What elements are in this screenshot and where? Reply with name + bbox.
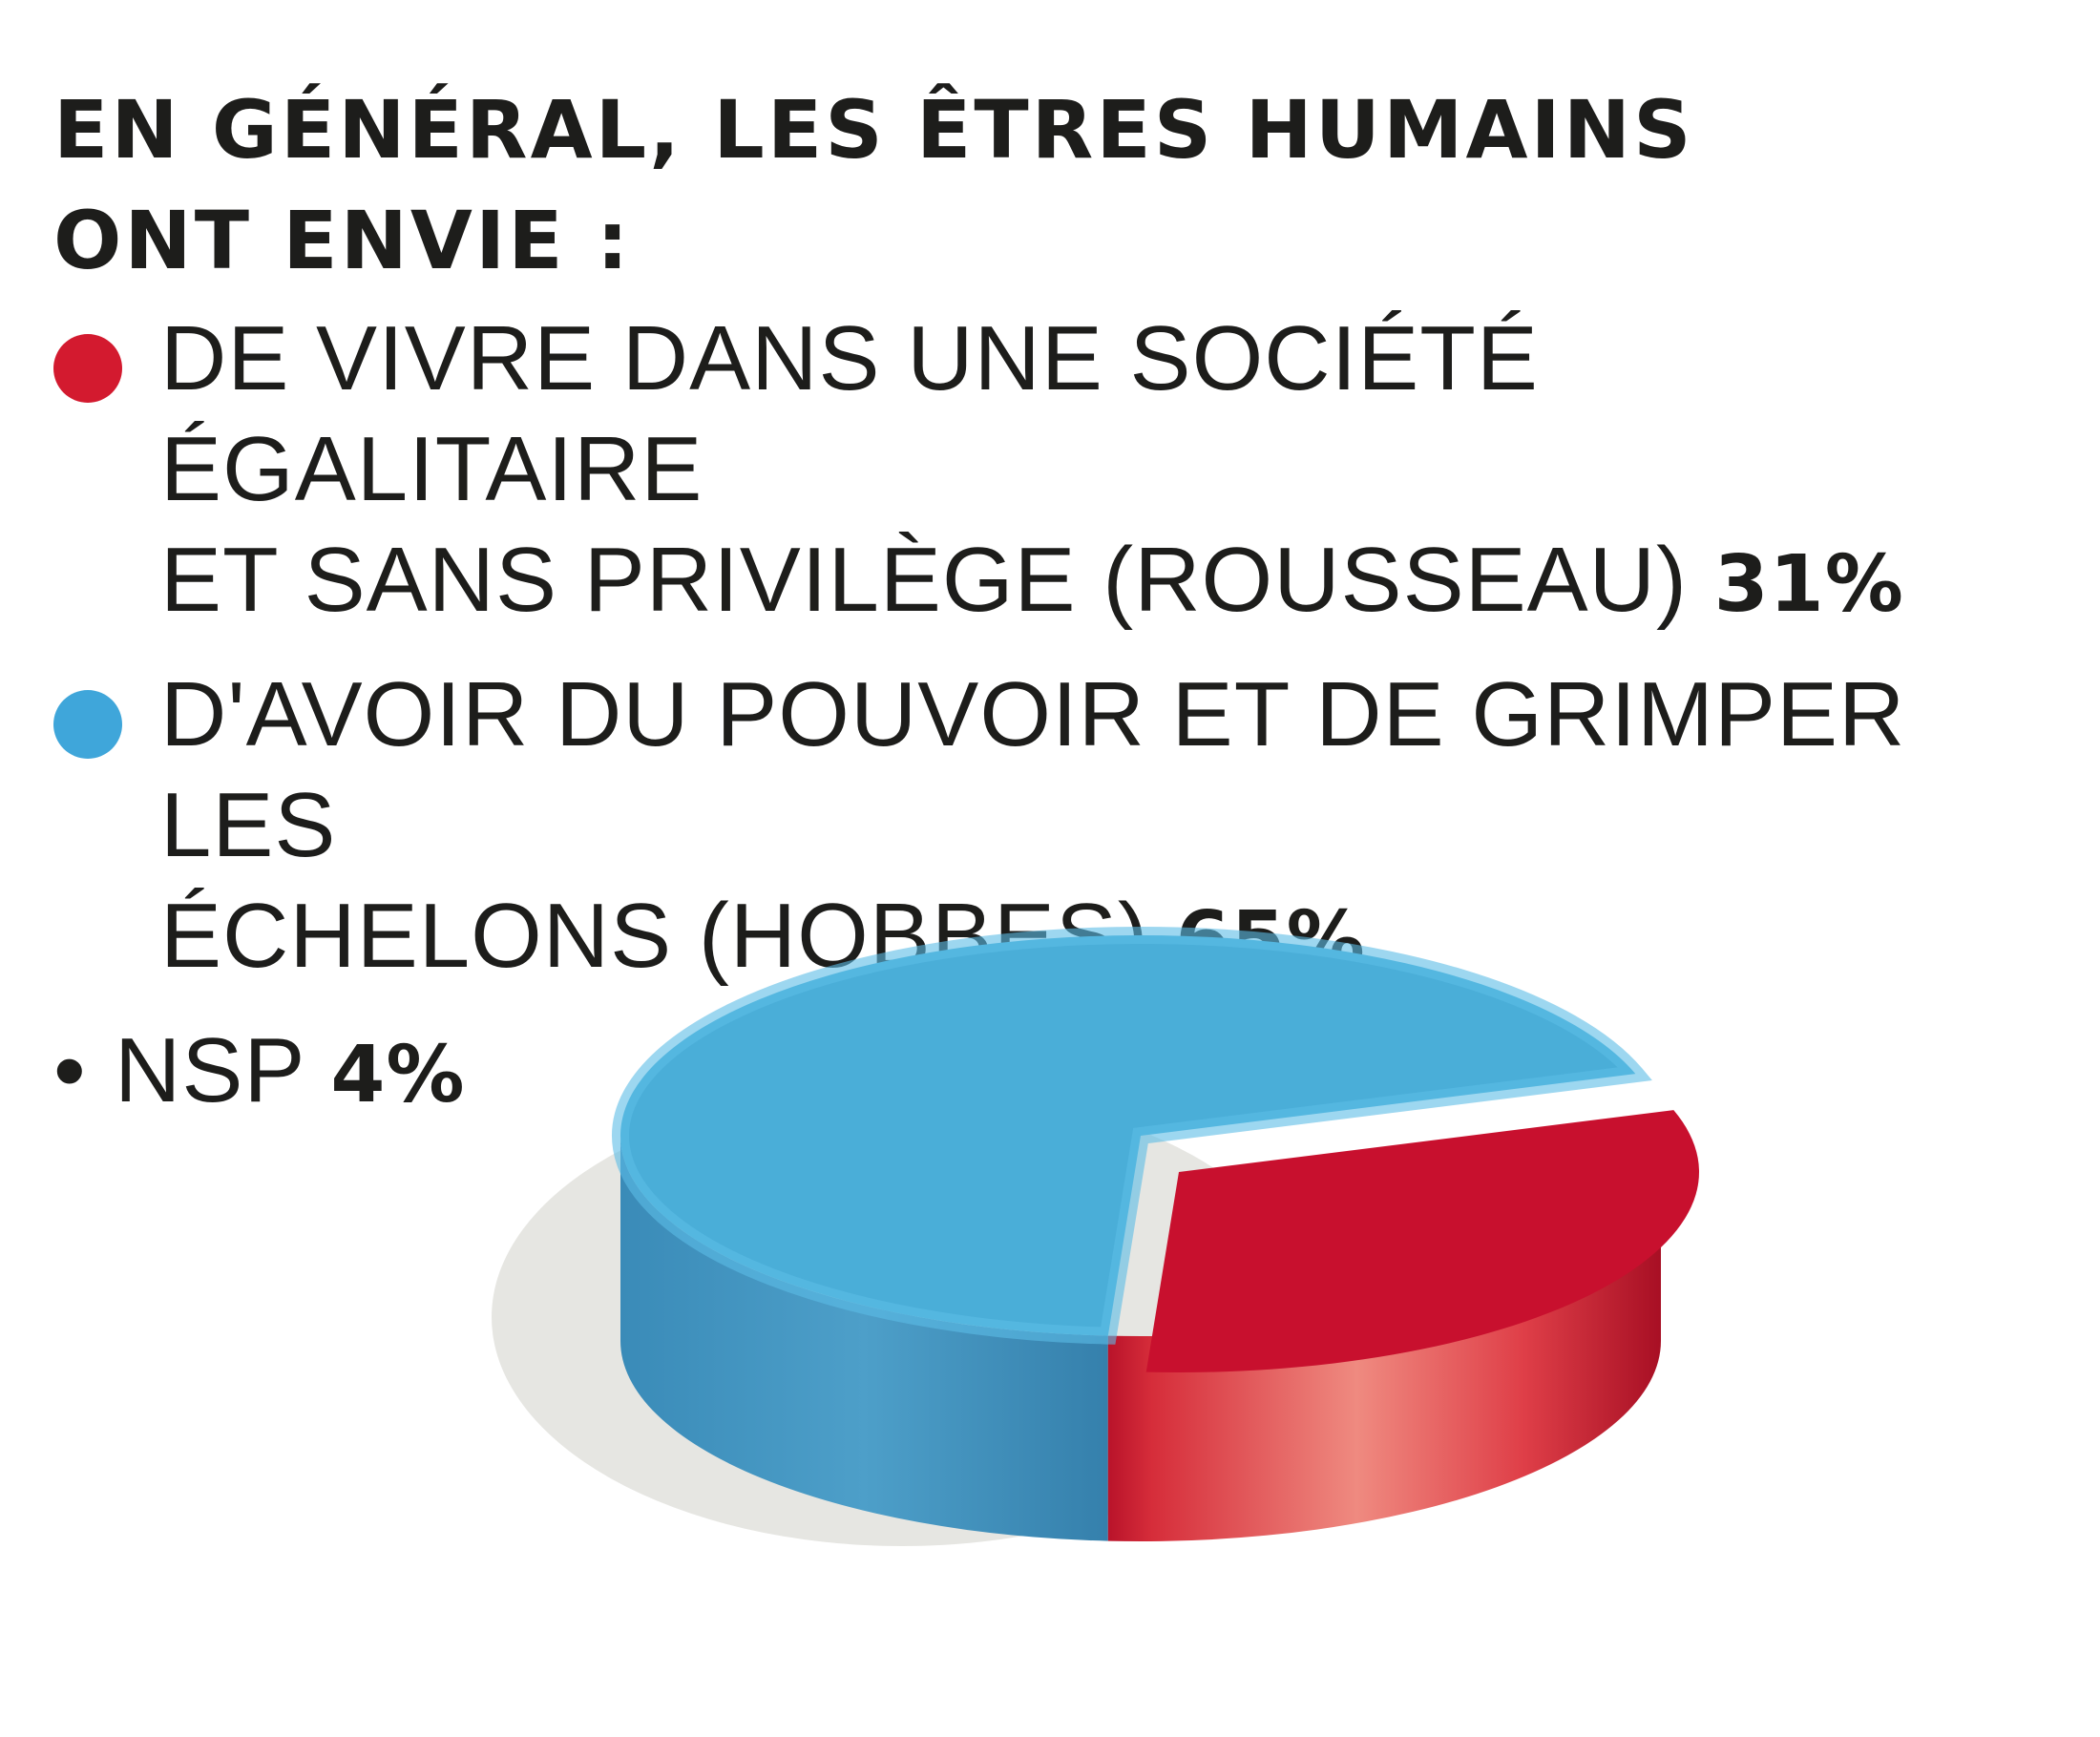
legend-swatch-hobbes (53, 690, 122, 759)
legend-label-hobbes-line-2-text: ÉCHELONS (HOBBES) (160, 885, 1149, 987)
legend-label-rousseau-line-2: ET SANS PRIVILÈGE (ROUSSEAU) 31% (160, 525, 2058, 640)
legend-label-nsp: NSP (115, 1019, 304, 1121)
pie-side-rousseau (1107, 1136, 1661, 1541)
pie-side-hobbes (620, 1136, 1108, 1541)
legend-item-hobbes: D'AVOIR DU POUVOIR ET DE GRIMPER LES ÉCH… (53, 659, 2058, 996)
chart-legend: DE VIVRE DANS UNE SOCIÉTÉ ÉGALITAIRE ET … (53, 303, 2058, 1150)
legend-bullet-nsp: • (53, 1019, 87, 1121)
legend-value-hobbes: 65% (1175, 895, 1366, 986)
legend-label-hobbes-line-2: ÉCHELONS (HOBBES) 65% (160, 881, 2058, 996)
chart-title-line-2: ONT ENVIE : (53, 194, 632, 287)
legend-swatch-rousseau (53, 334, 122, 403)
legend-value-rousseau: 31% (1713, 539, 1904, 630)
chart-title-line-1: EN GÉNÉRAL, LES ÊTRES HUMAINS (53, 83, 1694, 177)
legend-value-nsp: 4% (330, 1030, 466, 1120)
chart-title: EN GÉNÉRAL, LES ÊTRES HUMAINS ONT ENVIE … (53, 74, 2058, 296)
legend-item-rousseau: DE VIVRE DANS UNE SOCIÉTÉ ÉGALITAIRE ET … (53, 303, 2058, 640)
pie-shadow (492, 1088, 1312, 1546)
legend-label-rousseau-line-2-text: ET SANS PRIVILÈGE (ROUSSEAU) (160, 529, 1688, 631)
legend-label-hobbes-line-1: D'AVOIR DU POUVOIR ET DE GRIMPER LES (160, 663, 1906, 876)
legend-item-nsp: • NSP 4% (53, 1015, 2058, 1131)
legend-label-rousseau-line-1: DE VIVRE DANS UNE SOCIÉTÉ ÉGALITAIRE (160, 307, 1539, 520)
